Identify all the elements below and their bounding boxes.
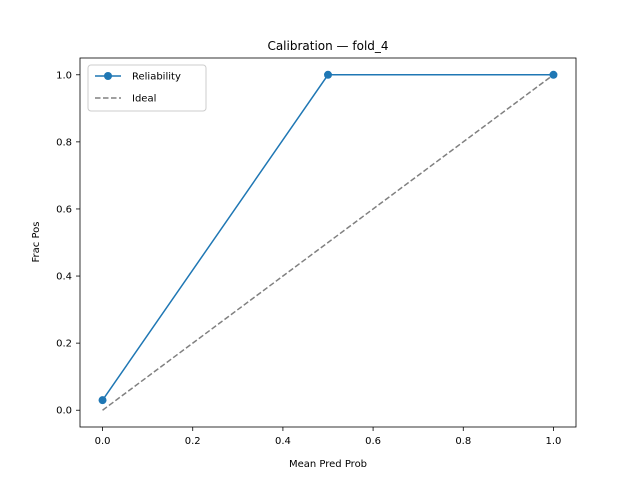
plot-area xyxy=(98,70,558,411)
y-tick-label: 0.2 xyxy=(56,339,72,350)
legend-label-reliability: Reliability xyxy=(132,72,181,83)
series-point-reliability xyxy=(98,396,107,405)
y-tick-label: 0.6 xyxy=(56,204,72,215)
x-axis-label: Mean Pred Prob xyxy=(289,459,367,470)
series-point-reliability xyxy=(324,70,332,79)
plot-frame xyxy=(79,57,577,428)
legend-label-ideal: Ideal xyxy=(132,94,156,105)
x-tick-label: 1.0 xyxy=(546,436,562,447)
y-tick-label: 0.0 xyxy=(56,406,72,417)
legend: Reliability Ideal xyxy=(87,64,207,112)
series-point-reliability xyxy=(549,70,558,79)
y-axis-label: Frac Pos xyxy=(31,222,42,263)
chart-title: Calibration — fold_4 xyxy=(267,39,388,53)
y-tick-label: 0.4 xyxy=(56,272,72,283)
y-axis-ticks: 0.0 0.2 0.4 0.6 0.8 1.0 xyxy=(56,70,80,417)
y-tick-label: 0.8 xyxy=(56,137,72,148)
x-axis-ticks: 0.0 0.2 0.4 0.6 0.8 1.0 xyxy=(95,427,562,447)
x-tick-label: 0.2 xyxy=(185,436,201,447)
x-tick-label: 0.6 xyxy=(365,436,381,447)
y-tick-label: 1.0 xyxy=(56,70,72,81)
series-line-ideal xyxy=(102,74,554,411)
x-tick-label: 0.8 xyxy=(455,436,471,447)
x-tick-label: 0.4 xyxy=(275,436,291,447)
x-tick-label: 0.0 xyxy=(95,436,111,447)
legend-marker-reliability xyxy=(104,72,112,80)
